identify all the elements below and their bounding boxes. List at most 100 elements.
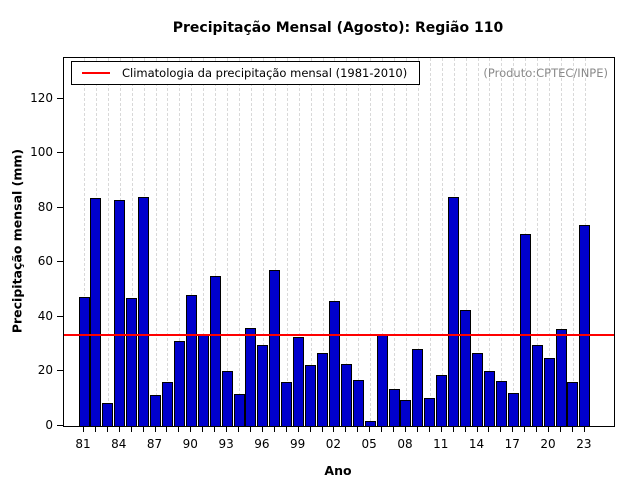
gridline-2014 xyxy=(477,58,479,426)
x-tick-1990 xyxy=(190,427,192,432)
bar-1999 xyxy=(293,337,305,426)
bar-2001 xyxy=(317,353,328,426)
y-tick-20 xyxy=(57,370,63,372)
x-tick-label-2020: 20 xyxy=(540,437,556,451)
gridline-2000 xyxy=(310,58,312,426)
x-tick-1989 xyxy=(178,427,180,432)
bar-1984 xyxy=(114,200,126,426)
x-tick-1992 xyxy=(214,427,216,432)
gridline-1992 xyxy=(215,58,217,426)
x-tick-label-2017: 17 xyxy=(504,437,520,451)
gridline-2004 xyxy=(358,58,360,426)
x-tick-2006 xyxy=(381,427,383,432)
gridline-2019 xyxy=(537,58,539,426)
bar-2014 xyxy=(472,353,484,426)
gridline-1999 xyxy=(298,58,300,426)
gridline-2002 xyxy=(334,58,336,426)
gridline-1994 xyxy=(239,58,241,426)
x-tick-1987 xyxy=(154,427,156,432)
x-tick-2021 xyxy=(560,427,561,432)
x-tick-label-2005: 05 xyxy=(361,437,377,451)
x-tick-2019 xyxy=(536,427,538,432)
y-tick-label-60: 60 xyxy=(37,254,53,269)
x-tick-2004 xyxy=(357,427,359,432)
bar-2002 xyxy=(328,301,340,426)
x-tick-1991 xyxy=(202,427,204,432)
bar-2015 xyxy=(483,371,495,426)
bar-2009 xyxy=(412,349,424,426)
bar-2017 xyxy=(507,393,519,426)
gridline-2013 xyxy=(465,58,467,426)
gridline-1990 xyxy=(191,58,193,426)
bar-2016 xyxy=(495,381,507,426)
gridline-2001 xyxy=(322,58,324,426)
x-tick-2002 xyxy=(333,427,335,432)
gridline-2008 xyxy=(405,58,407,426)
x-tick-label-1984: 84 xyxy=(111,437,127,451)
x-tick-2017 xyxy=(512,427,514,432)
x-tick-2011 xyxy=(440,427,442,432)
x-tick-label-1999: 99 xyxy=(290,437,306,451)
x-tick-2003 xyxy=(345,427,347,432)
gridline-2010 xyxy=(429,58,431,426)
gridline-1985 xyxy=(131,58,133,426)
bar-1991 xyxy=(197,335,209,426)
bar-2008 xyxy=(400,400,412,426)
gridline-2011 xyxy=(441,58,443,426)
x-tick-1995 xyxy=(249,427,251,432)
x-tick-2022 xyxy=(571,427,573,432)
x-tick-2020 xyxy=(548,427,550,432)
gridline-2022 xyxy=(572,58,574,426)
bar-2003 xyxy=(340,364,352,426)
bar-2006 xyxy=(376,334,388,426)
gridline-1996 xyxy=(262,58,264,426)
x-tick-2014 xyxy=(476,427,478,432)
x-tick-label-2023: 23 xyxy=(576,437,592,451)
gridline-2006 xyxy=(382,58,384,426)
bar-2004 xyxy=(352,380,364,426)
x-tick-1993 xyxy=(226,427,228,432)
x-tick-label-2011: 11 xyxy=(433,437,449,451)
bar-2011 xyxy=(436,375,448,426)
bar-2000 xyxy=(305,365,317,426)
bar-2007 xyxy=(388,389,400,426)
x-tick-2012 xyxy=(452,427,454,432)
bar-1989 xyxy=(173,341,185,426)
x-tick-label-2014: 14 xyxy=(468,437,485,451)
bar-2023 xyxy=(579,225,591,426)
bar-2022 xyxy=(567,382,579,426)
x-tick-label-2008: 08 xyxy=(397,437,413,451)
gridline-1981 xyxy=(84,58,85,426)
bar-1982 xyxy=(90,198,102,426)
bar-1997 xyxy=(269,270,281,426)
y-tick-120 xyxy=(57,97,63,99)
bar-1994 xyxy=(233,394,245,426)
y-tick-100 xyxy=(57,152,63,154)
gridline-1983 xyxy=(107,58,109,426)
y-tick-60 xyxy=(57,261,63,263)
legend: Climatologia da precipitação mensal (198… xyxy=(71,61,421,85)
y-tick-40 xyxy=(57,315,63,317)
x-tick-2000 xyxy=(309,427,311,432)
gridline-2017 xyxy=(513,58,515,426)
y-tick-label-0: 0 xyxy=(45,418,53,432)
bar-2021 xyxy=(555,329,567,426)
gridline-2009 xyxy=(417,58,419,426)
x-tick-1986 xyxy=(142,427,144,432)
y-tick-label-20: 20 xyxy=(37,363,53,378)
x-tick-1999 xyxy=(297,427,299,432)
bar-2010 xyxy=(424,398,436,426)
plot-area: Climatologia da precipitação mensal (198… xyxy=(63,57,615,427)
gridline-1988 xyxy=(167,58,169,426)
x-tick-1981 xyxy=(83,427,84,432)
x-tick-1985 xyxy=(130,427,132,432)
x-tick-2007 xyxy=(393,427,395,432)
y-tick-label-80: 80 xyxy=(37,199,53,214)
gridline-2005 xyxy=(370,58,372,426)
gridline-2021 xyxy=(561,58,562,426)
gridline-2020 xyxy=(549,58,551,426)
x-tick-2005 xyxy=(369,427,371,432)
bar-1981 xyxy=(78,297,90,426)
x-tick-2023 xyxy=(583,427,585,432)
